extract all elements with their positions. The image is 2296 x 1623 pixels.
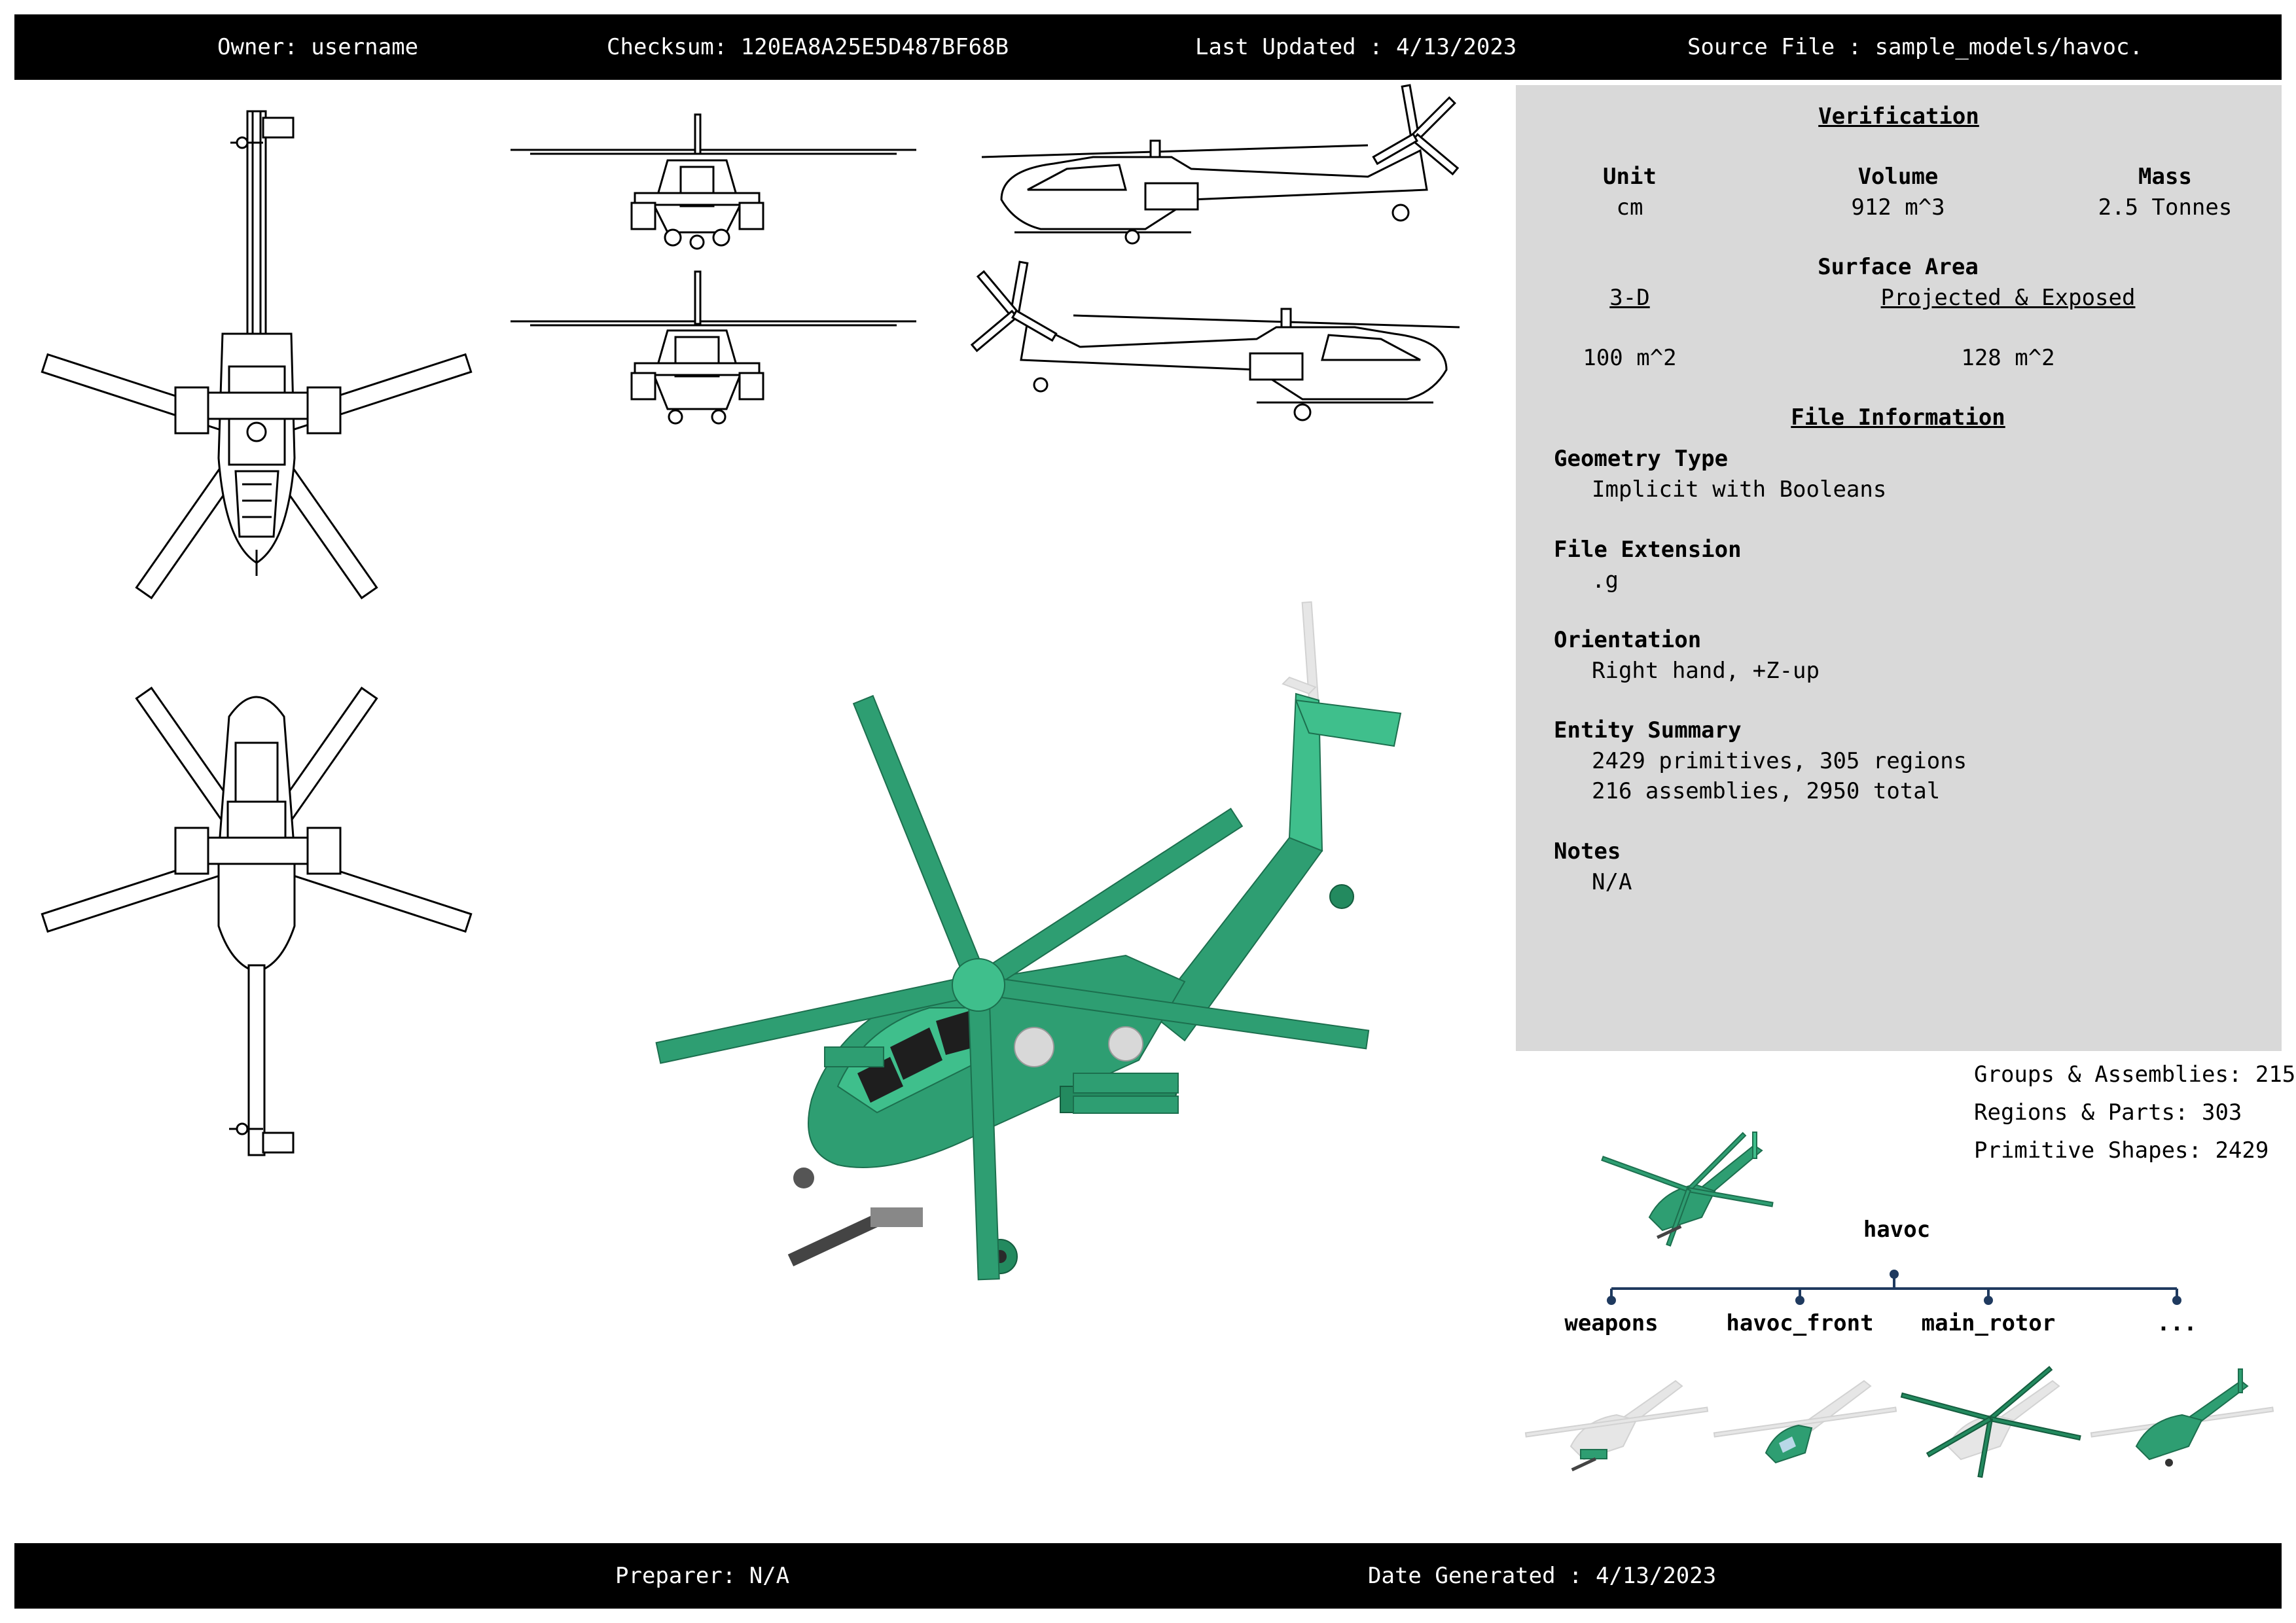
primitive-shapes-stat: Primitive Shapes: 2429 (1974, 1137, 2269, 1164)
havoc-front-thumbnail (1713, 1380, 1897, 1464)
orientation-label: Orientation (1554, 627, 1702, 653)
surface-area-3d-value: 100 m^2 (1583, 345, 1677, 371)
last-updated-text: Last Updated : 4/13/2023 (1195, 34, 1517, 60)
preparer-text: Preparer: N/A (615, 1563, 790, 1589)
verification-panel (1516, 85, 2282, 1051)
tree-child-weapons: weapons (1564, 1310, 1659, 1336)
owner-text: Owner: username (217, 34, 419, 60)
surface-area-title: Surface Area (1818, 254, 1979, 280)
remaining-parts-thumbnail (2090, 1368, 2274, 1467)
checksum-text: Checksum: 120EA8A25E5D487BF68B (607, 34, 1009, 60)
top-view-drawing (41, 110, 473, 599)
header-bar: Owner: username Checksum: 120EA8A25E5D48… (14, 14, 2282, 80)
file-extension-label: File Extension (1554, 537, 1742, 563)
rear-view-drawing (511, 270, 916, 425)
mass-label: Mass (2138, 164, 2192, 190)
orientation-value: Right hand, +Z-up (1592, 658, 1820, 684)
file-extension-value: .g (1592, 567, 1619, 594)
entity-summary-line2: 216 assemblies, 2950 total (1592, 778, 1941, 804)
front-view-drawing (511, 113, 916, 250)
mass-value: 2.5 Tonnes (2098, 194, 2233, 221)
notes-value: N/A (1592, 869, 1632, 895)
model-thumbnail (1601, 1132, 1774, 1247)
volume-value: 912 m^3 (1851, 194, 1945, 221)
surface-area-projected-value: 128 m^2 (1961, 345, 2055, 371)
footer-bar: Preparer: N/A Date Generated : 4/13/2023 (14, 1543, 2282, 1609)
tree-child-havoc-front: havoc_front (1726, 1310, 1874, 1336)
file-information-title: File Information (1791, 404, 2005, 431)
verification-title: Verification (1818, 103, 1979, 130)
tree-root-label: havoc (1863, 1217, 1931, 1243)
bottom-view-drawing (41, 687, 473, 1156)
geometry-type-value: Implicit with Booleans (1592, 476, 1887, 503)
entity-summary-label: Entity Summary (1554, 717, 1742, 743)
source-file-text: Source File : sample_models/havoc. (1687, 34, 2143, 60)
left-side-view-drawing (970, 260, 1460, 421)
unit-value: cm (1616, 194, 1643, 221)
volume-label: Volume (1857, 164, 1939, 190)
helicopter-3d-render (655, 601, 1402, 1281)
unit-label: Unit (1603, 164, 1657, 190)
regions-parts-stat: Regions & Parts: 303 (1974, 1099, 2242, 1126)
groups-assemblies-stat: Groups & Assemblies: 215 (1974, 1061, 2296, 1088)
right-side-view-drawing (981, 84, 1460, 245)
entity-summary-line1: 2429 primitives, 305 regions (1592, 748, 1967, 774)
surface-area-projected-label: Projected & Exposed (1880, 285, 2136, 311)
main-rotor-thumbnail (1900, 1366, 2081, 1478)
geometry-type-label: Geometry Type (1554, 446, 1729, 472)
notes-label: Notes (1554, 838, 1621, 865)
date-generated-text: Date Generated : 4/13/2023 (1368, 1563, 1717, 1589)
tree-child-main-rotor: main_rotor (1921, 1310, 2056, 1336)
surface-area-3d-label: 3-D (1609, 285, 1650, 311)
tree-connector-lines (1607, 1270, 2181, 1305)
weapons-thumbnail (1524, 1380, 1709, 1472)
tree-child-more: ... (2157, 1310, 2197, 1336)
